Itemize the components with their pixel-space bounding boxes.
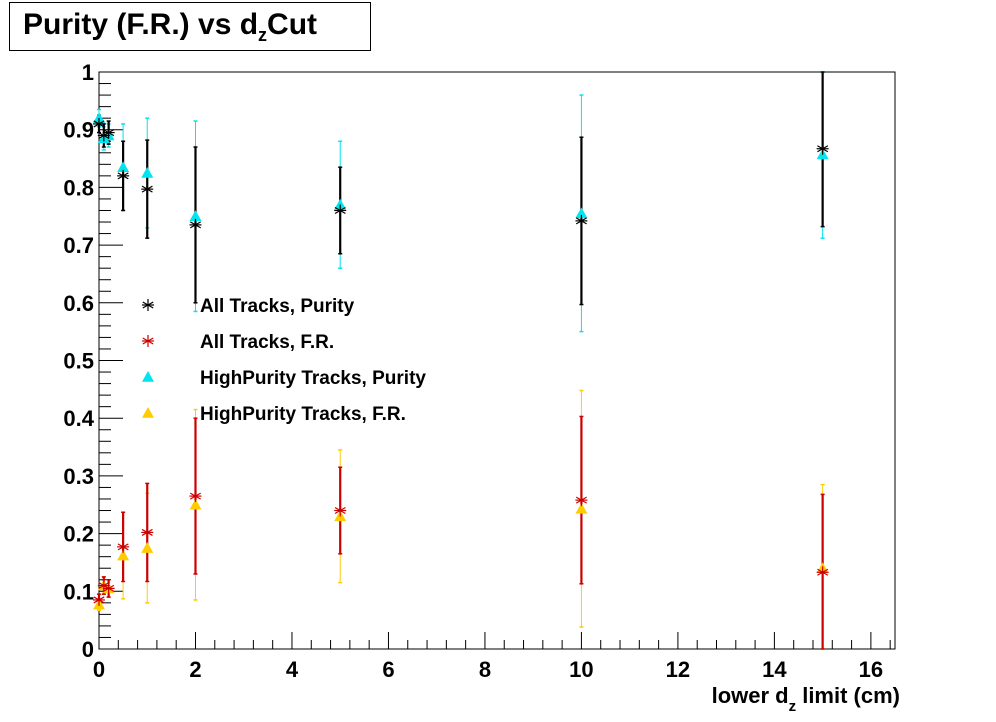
legend-marker [142, 335, 154, 347]
y-tick-label: 0.2 [63, 522, 94, 547]
data-point [575, 207, 588, 219]
y-tick-label: 0.7 [63, 233, 94, 258]
x-tick-label: 14 [762, 657, 787, 682]
data-point [141, 542, 154, 553]
chart-title: Purity (F.R.) vs dzCut [23, 3, 317, 57]
data-point [102, 126, 115, 139]
data-point [117, 169, 130, 182]
chart-title-subscript: z [258, 25, 268, 45]
data-point [93, 593, 105, 606]
x-tick-label: 4 [286, 657, 299, 682]
y-tick-label: 0.3 [63, 464, 94, 489]
data-point [816, 566, 829, 579]
data-point [334, 204, 347, 217]
x-tick-label: 12 [666, 657, 690, 682]
data-point [117, 161, 130, 173]
y-tick-label: 0.9 [63, 118, 94, 143]
data-point [816, 142, 829, 155]
legend-marker [142, 407, 154, 418]
y-tick-label: 0.6 [63, 291, 94, 316]
data-point [141, 183, 154, 196]
data-point [141, 526, 154, 539]
legend-marker [142, 371, 154, 382]
chart-title-tail: Cut [267, 8, 318, 41]
legend-marker [142, 299, 154, 311]
plot-frame [98, 71, 896, 650]
data-point [102, 582, 115, 595]
x-tick-label: 2 [189, 657, 201, 682]
data-point [575, 502, 588, 514]
data-point [189, 490, 202, 503]
data-point [575, 214, 588, 227]
y-tick-label: 0.5 [63, 349, 94, 374]
y-tick-label: 0.8 [63, 175, 94, 200]
legend-label: All Tracks, Purity [200, 296, 355, 317]
chart-title-main: Purity (F.R.) vs d [23, 8, 259, 41]
data-point [334, 504, 347, 517]
y-tick-label: 0 [82, 637, 94, 662]
data-point [189, 210, 202, 222]
data-point [93, 112, 105, 123]
x-axis-label: lower dz limit (cm) [712, 683, 900, 715]
data-point [93, 117, 105, 130]
data-point [117, 549, 130, 561]
data-point [575, 494, 588, 507]
x-tick-label: 8 [479, 657, 491, 682]
legend-label: HighPurity Tracks, Purity [200, 368, 426, 389]
data-point [117, 540, 130, 553]
data-point [189, 498, 202, 510]
legend-label: HighPurity Tracks, F.R. [200, 404, 406, 425]
legend-label: All Tracks, F.R. [200, 332, 334, 353]
x-tick-label: 6 [382, 657, 394, 682]
y-tick-label: 0.4 [63, 406, 94, 431]
x-tick-label: 10 [569, 657, 593, 682]
y-tick-label: 1 [82, 60, 94, 85]
data-point [141, 166, 154, 178]
x-tick-label: 16 [859, 657, 883, 682]
data-point [189, 218, 202, 231]
y-tick-label: 0.1 [63, 579, 94, 604]
chart-title-box: Purity (F.R.) vs dzCut [9, 2, 371, 51]
data-point [334, 198, 347, 210]
x-tick-label: 0 [93, 657, 105, 682]
